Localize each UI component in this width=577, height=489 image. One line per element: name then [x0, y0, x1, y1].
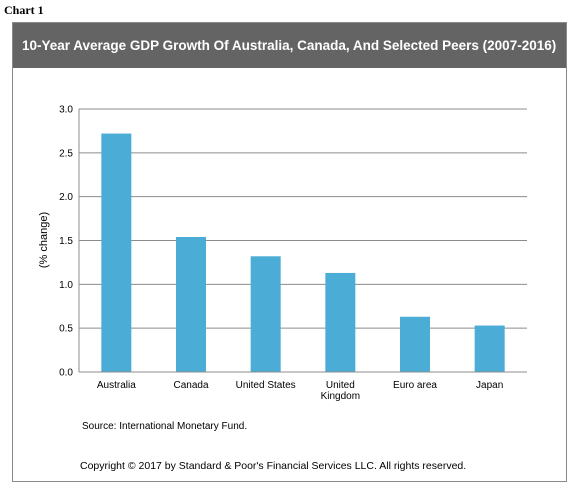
y-tick-label: 1.5 — [59, 236, 73, 247]
bars — [101, 133, 505, 372]
bar — [176, 236, 206, 372]
bar — [250, 256, 281, 372]
y-tick-label: 0.0 — [59, 368, 73, 379]
gridlines — [79, 108, 527, 373]
y-tick-label: 1.0 — [59, 280, 73, 291]
bar — [101, 133, 132, 372]
axes: 0.0 0.5 1.0 1.5 2.0 2.5 3.0 Australia Canada Unit… — [59, 105, 527, 402]
copyright-note: Copyright © 2017 by Standard & Poor's Fi… — [80, 460, 467, 472]
x-tick-label: United States — [236, 380, 296, 391]
y-tick-label: 3.0 — [59, 105, 73, 116]
x-tick-label: Canada — [173, 380, 208, 391]
x-tick-label: Japan — [476, 380, 503, 391]
y-axis-label: (% change) — [38, 212, 50, 268]
y-tick-label: 2.5 — [59, 148, 73, 159]
bar — [474, 325, 505, 372]
y-tick-label: 2.0 — [59, 192, 73, 203]
y-tick-label: 0.5 — [59, 324, 73, 335]
chart-title: 10-Year Average GDP Growth Of Australia,… — [13, 23, 566, 68]
chart-label: Chart 1 — [4, 3, 44, 17]
bar — [400, 316, 430, 372]
x-tick-label: Australia — [97, 380, 136, 391]
x-tick-label: Euro area — [393, 380, 437, 391]
x-tick-label: United Kingdom — [321, 380, 360, 402]
bar — [325, 272, 356, 372]
source-note: Source: International Monetary Fund. — [82, 421, 248, 432]
